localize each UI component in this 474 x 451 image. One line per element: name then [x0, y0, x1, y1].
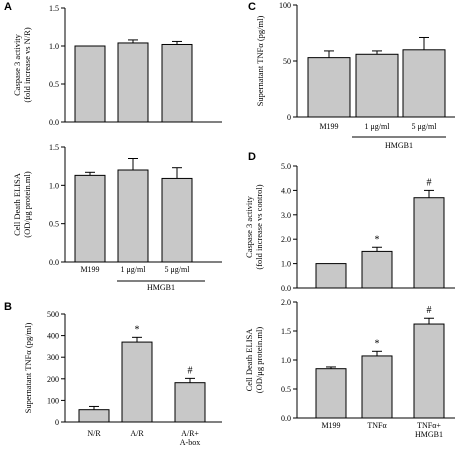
y-tick-label: 0	[55, 418, 59, 427]
bar	[74, 45, 106, 123]
panel-a2: 0.0 0.5 1.0 1.5 Cell Death ELISA (OD/μg prote…	[12, 143, 222, 292]
panel-c: C 0 50 100 Supernatant TNFα (pg/ml) M199 1 μg/…	[248, 1, 455, 150]
bar	[117, 169, 149, 263]
y-tick-label: 4.0	[281, 186, 291, 195]
y-tick-label: 1.0	[281, 260, 291, 269]
y-tick-label: 500	[47, 310, 59, 319]
bar	[307, 57, 351, 118]
significance-mark: *	[375, 338, 380, 349]
y-tick-label: 100	[47, 396, 59, 405]
y-axis-label: (OD/μg protein.ml)	[254, 327, 264, 394]
panel-b: B 0 100 200 300 400 500 Supernatant TNFα (pg/ml…	[4, 301, 222, 447]
y-axis-label: (OD/μg protein.ml)	[22, 171, 32, 238]
bar	[361, 355, 393, 419]
y-tick-label: 0	[287, 113, 291, 122]
bar	[174, 382, 206, 423]
y-tick-label: 1.5	[49, 143, 59, 152]
panel-letter: C	[248, 1, 256, 13]
panel-a1: A 0.0 0.5 1.0 1.5 Caspase 3 activity (fold inc…	[4, 1, 222, 127]
bar	[413, 197, 445, 289]
y-tick-label: 1.0	[49, 42, 59, 51]
y-tick-label: 100	[279, 1, 291, 10]
x-category-label: 1 μg/ml	[365, 122, 391, 131]
y-axis-label: (fold increase vs N/R)	[22, 27, 32, 102]
y-tick-label: 400	[47, 332, 59, 341]
bar	[355, 53, 399, 118]
group-label: HMGB1	[147, 283, 175, 292]
panel-letter: D	[248, 151, 256, 163]
x-category-label: A/R	[130, 429, 144, 438]
y-tick-label: 0.0	[49, 118, 59, 127]
x-category-label: 5 μg/ml	[165, 265, 191, 274]
x-category-label: M199	[80, 265, 99, 274]
y-tick-label: 0.0	[281, 284, 291, 293]
y-tick-label: 0.0	[49, 258, 59, 267]
x-category-label: TNFα	[367, 421, 387, 430]
y-tick-label: 200	[47, 375, 59, 384]
y-tick-label: 5.0	[281, 162, 291, 171]
y-axis-label: Supernatant TNFα (pg/ml)	[23, 322, 33, 413]
y-axis-label: Caspase 3 activity	[12, 33, 22, 96]
y-tick-label: 2.0	[281, 298, 291, 307]
bar	[161, 43, 193, 123]
y-axis-label: (fold increase vs control)	[254, 184, 264, 269]
panel-letter: A	[4, 1, 12, 13]
x-category-label: 5 μg/ml	[412, 122, 438, 131]
bar	[402, 49, 446, 118]
y-tick-label: 1.5	[49, 4, 59, 13]
panel-d1: D 0.0 1.0 2.0 3.0 4.0 5.0 Caspase 3 activity (fo…	[244, 151, 455, 293]
bar	[315, 263, 347, 289]
y-tick-label: 1.0	[281, 356, 291, 365]
x-category-label: A/R+	[181, 429, 199, 438]
bar	[78, 409, 110, 423]
significance-mark: *	[135, 324, 140, 335]
bar	[161, 177, 193, 263]
x-category-label: M199	[319, 122, 338, 131]
significance-mark: *	[375, 234, 380, 245]
x-category-label: A-box	[180, 438, 200, 447]
y-tick-label: 0.0	[281, 414, 291, 423]
y-axis-label: Cell Death ELISA	[12, 172, 22, 236]
y-tick-label: 300	[47, 353, 59, 362]
panel-letter: B	[4, 301, 12, 313]
y-tick-label: 1.5	[281, 327, 291, 336]
bar	[361, 250, 393, 289]
y-axis-label: Supernatant TNFα (pg/ml)	[255, 15, 265, 106]
bar	[413, 323, 445, 419]
significance-mark: #	[427, 177, 432, 188]
panel-d2: 0.0 0.5 1.0 1.5 2.0 Cell Death ELISA (OD/μg pr…	[244, 298, 455, 439]
significance-mark: #	[188, 365, 193, 376]
y-tick-label: 50	[283, 57, 291, 66]
x-category-label: TNFα+	[417, 421, 441, 430]
x-category-label: M199	[321, 421, 340, 430]
bar	[121, 341, 153, 423]
x-category-label: N/R	[87, 429, 101, 438]
bar	[117, 42, 149, 123]
x-category-label: 1 μg/ml	[121, 265, 147, 274]
group-label: HMGB1	[385, 141, 413, 150]
y-tick-label: 3.0	[281, 211, 291, 220]
bar	[315, 368, 347, 419]
y-tick-label: 0.5	[49, 220, 59, 229]
y-tick-label: 0.5	[281, 385, 291, 394]
bar	[74, 174, 106, 263]
x-category-label: HMGB1	[415, 430, 443, 439]
y-axis-label: Caspase 3 activity	[244, 195, 254, 258]
significance-mark: #	[427, 305, 432, 316]
y-tick-label: 2.0	[281, 235, 291, 244]
y-axis-label: Cell Death ELISA	[244, 328, 254, 392]
y-tick-label: 1.0	[49, 181, 59, 190]
y-tick-label: 0.5	[49, 80, 59, 89]
